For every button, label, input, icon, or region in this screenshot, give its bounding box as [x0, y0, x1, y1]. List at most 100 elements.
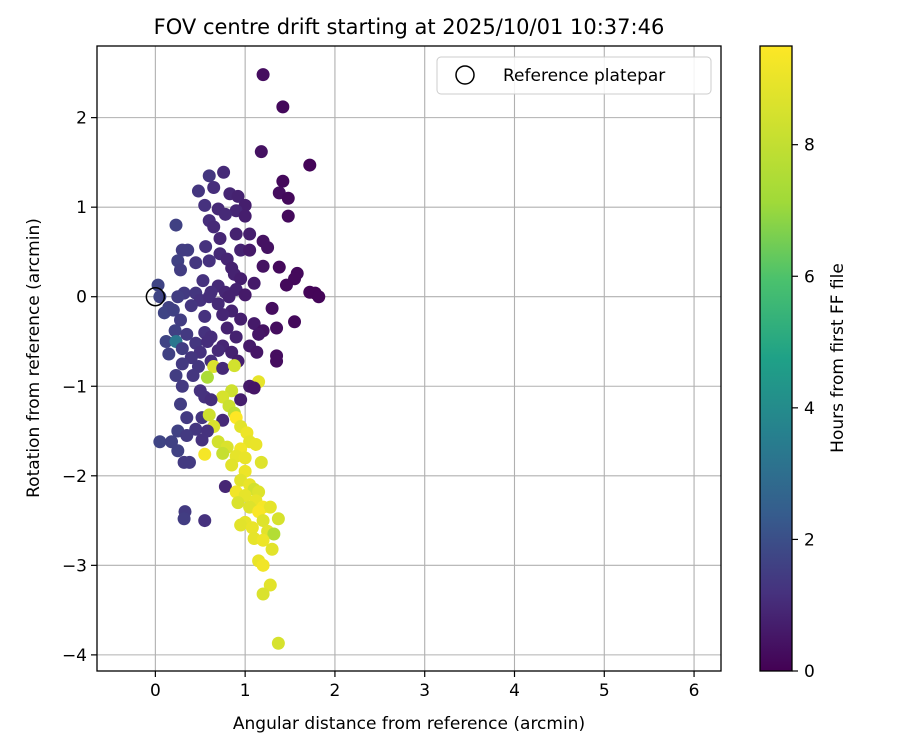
data-point: [175, 379, 189, 393]
legend-label-reference-platepar: Reference platepar: [503, 66, 665, 86]
data-point: [220, 321, 234, 335]
y-tick-label: −2: [62, 467, 87, 487]
data-point: [303, 158, 317, 172]
plot-frame: [96, 45, 722, 672]
data-point: [245, 521, 259, 535]
chart-title: FOV centre drift starting at 2025/10/01 …: [154, 15, 665, 39]
colorbar-tick-label: 4: [804, 399, 815, 419]
y-tick-label: −3: [62, 556, 87, 576]
data-point: [211, 343, 225, 357]
data-point: [175, 342, 189, 356]
data-point: [288, 315, 302, 329]
colorbar: 0 2 4 6 8 Hours from first FF file: [759, 45, 848, 682]
data-point: [196, 274, 210, 288]
data-point: [229, 227, 243, 241]
data-point: [256, 533, 270, 547]
data-point: [234, 518, 248, 532]
x-axis-label: Angular distance from reference (arcmin): [233, 714, 585, 734]
data-point: [250, 345, 264, 359]
data-point: [238, 451, 252, 465]
data-point: [198, 514, 212, 528]
data-point: [227, 359, 241, 373]
data-point: [153, 435, 167, 449]
data-point: [171, 290, 185, 304]
data-point: [202, 254, 216, 268]
data-point: [271, 636, 285, 650]
data-point: [218, 480, 232, 494]
data-point: [175, 243, 189, 257]
data-point: [256, 514, 270, 528]
data-point: [199, 240, 213, 254]
data-point: [247, 381, 261, 395]
axis-ticks: 0 1 2 3 4 5 6 −4 −3 −2 −1 0 1 2: [62, 109, 700, 701]
data-point: [247, 317, 261, 331]
data-point: [175, 357, 189, 371]
data-point: [265, 301, 279, 315]
legend: Reference platepar: [436, 56, 712, 95]
colorbar-tick-label: 8: [804, 136, 815, 156]
data-point: [276, 100, 290, 114]
colorbar-ticks: 0 2 4 6 8: [792, 136, 815, 682]
x-tick-label: 2: [330, 681, 341, 701]
data-point: [171, 444, 185, 458]
y-tick-label: 0: [76, 288, 87, 308]
data-point: [243, 227, 257, 241]
data-point: [256, 558, 270, 572]
x-tick-label: 0: [150, 681, 161, 701]
legend-open-circle-marker: [455, 65, 475, 85]
x-tick-label: 3: [419, 681, 430, 701]
data-point: [184, 299, 198, 313]
data-point: [166, 303, 180, 317]
data-point: [173, 263, 187, 277]
legend-box: [436, 56, 712, 95]
data-point: [169, 218, 183, 232]
data-point: [198, 309, 212, 323]
data-point: [276, 174, 290, 188]
data-point: [207, 220, 221, 234]
data-points: [151, 68, 326, 650]
data-point: [189, 256, 203, 270]
reference-platepar-point: [145, 286, 166, 307]
data-point: [168, 324, 182, 338]
data-point: [186, 369, 200, 383]
y-axis-label: Rotation from reference (arcmin): [24, 218, 44, 498]
data-point: [247, 276, 261, 290]
data-point: [234, 312, 248, 326]
data-point: [231, 189, 245, 203]
data-point: [200, 334, 214, 348]
data-point: [177, 512, 191, 526]
x-tick-label: 4: [509, 681, 520, 701]
colorbar-tick-label: 6: [804, 267, 815, 287]
data-point: [234, 272, 248, 286]
data-point: [191, 184, 205, 198]
data-point: [162, 347, 176, 361]
x-tick-label: 1: [240, 681, 251, 701]
data-point: [234, 243, 248, 257]
data-point: [180, 411, 194, 425]
data-point: [217, 165, 231, 179]
data-point: [270, 354, 284, 368]
colorbar-tick-label: 0: [804, 662, 815, 682]
data-point: [272, 260, 286, 274]
data-point: [279, 278, 293, 292]
data-point: [265, 542, 279, 556]
data-point: [231, 496, 245, 510]
data-point: [182, 455, 196, 469]
data-point: [202, 290, 216, 304]
y-tick-label: −4: [62, 646, 87, 666]
data-point: [195, 433, 209, 447]
data-point: [256, 259, 270, 273]
y-tick-label: −1: [62, 377, 87, 397]
data-point: [198, 198, 212, 212]
data-point: [151, 278, 165, 292]
data-point: [159, 334, 173, 348]
colorbar-gradient: [759, 45, 793, 672]
data-point: [180, 429, 194, 443]
data-point: [281, 209, 295, 223]
data-point: [216, 361, 230, 375]
data-point: [173, 397, 187, 411]
y-tick-label: 2: [76, 109, 87, 129]
data-point: [202, 169, 216, 183]
data-point: [254, 455, 268, 469]
